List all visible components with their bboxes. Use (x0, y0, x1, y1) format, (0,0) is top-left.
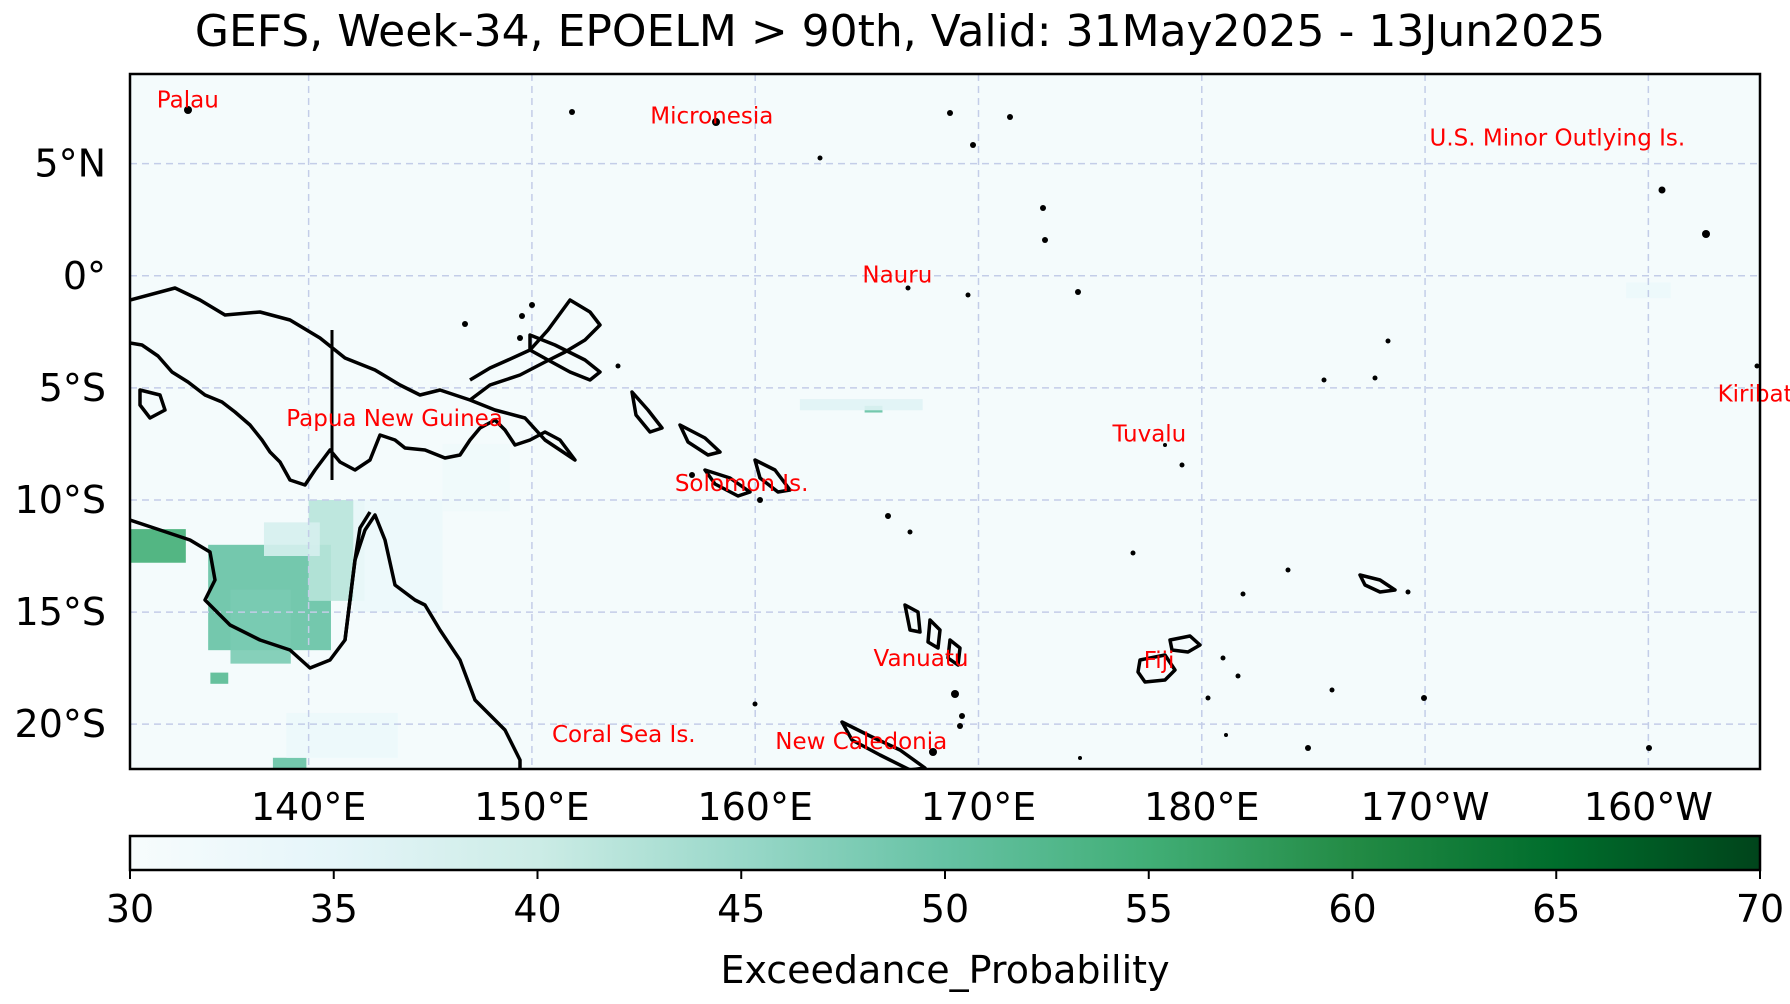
fiji-viti-levu-coastline (1136, 653, 1177, 684)
lat-tick-label: 20°S (15, 702, 106, 746)
lon-tick-label: 170°E (921, 785, 1037, 829)
place-label: Papua New Guinea (286, 406, 503, 432)
place-label: Micronesia (650, 103, 773, 129)
colorbar-tick-label: 55 (1125, 887, 1173, 931)
probability-patch (353, 499, 443, 613)
lat-tick-label: 5°N (34, 142, 106, 186)
vanuatu-coastline-3 (946, 638, 962, 667)
place-label: Fiji (1144, 648, 1175, 674)
place-label: Vanuatu (874, 646, 969, 672)
coast-islands-west (138, 388, 167, 420)
new-guinea-coastline (130, 286, 577, 487)
lon-tick-label: 140°E (251, 785, 367, 829)
map-title: GEFS, Week-34, EPOELM > 90th, Valid: 31M… (195, 6, 1605, 57)
new-britain-coastline (528, 333, 602, 382)
probability-patch (286, 712, 398, 758)
probability-patch (230, 589, 291, 664)
place-label: Nauru (862, 263, 932, 289)
new-caledonia-coastline (840, 720, 927, 769)
ocean-background (130, 74, 1760, 769)
lon-tick-label: 180°E (1144, 785, 1260, 829)
colorbar-tick-label: 40 (513, 887, 561, 931)
probability-patch (799, 399, 923, 411)
lat-tick-label: 10°S (15, 478, 106, 522)
colorbar-ticks: 30 35 40 45 50 55 60 65 70 (106, 870, 1784, 931)
place-label: Palau (157, 88, 219, 114)
place-label: Solomon Is. (675, 471, 809, 497)
colorbar-tick-label: 65 (1532, 887, 1580, 931)
colorbar-tick-label: 60 (1328, 887, 1376, 931)
place-label: U.S. Minor Outlying Is. (1430, 126, 1686, 152)
probability-patch (263, 522, 320, 557)
colorbar-tick-label: 30 (106, 887, 154, 931)
samoa-coastline (1358, 573, 1397, 594)
solomon-coastline-3 (753, 458, 792, 494)
colorbar-label: Exceedance_Probability (720, 948, 1169, 992)
map-frame (128, 72, 1762, 771)
colorbar-tick-label: 50 (921, 887, 969, 931)
place-label: Coral Sea Is. (552, 722, 696, 748)
lon-tick-label: 160°E (697, 785, 813, 829)
lon-tick-label: 160°W (1584, 785, 1713, 829)
gridlines (130, 74, 1760, 769)
small-islands (184, 106, 1760, 760)
probability-patch (210, 672, 229, 684)
new-guinea-peninsula (468, 298, 602, 402)
solomon-coastline-1 (678, 423, 722, 457)
place-labels: Palau Micronesia U.S. Minor Outlying Is. Na… (157, 88, 1790, 755)
probability-patch (272, 757, 307, 769)
colorbar-tick-label: 70 (1736, 887, 1784, 931)
coastlines (130, 286, 1397, 769)
place-label: Kiribati (1718, 381, 1790, 407)
bougainville-coastline (630, 390, 664, 434)
place-label: New Caledonia (775, 729, 947, 755)
latitude-axis: 5°N 0° 5°S 10°S 15°S 20°S (15, 142, 106, 746)
colorbar-gradient (128, 834, 1762, 872)
colorbar-tick-label: 45 (717, 887, 765, 931)
fiji-vanua-levu-coastline (1168, 634, 1202, 654)
vanuatu-coastline-2 (926, 618, 942, 650)
solomon-coastline-2 (703, 468, 752, 498)
lat-tick-label: 0° (63, 254, 106, 298)
place-label: Tuvalu (1111, 422, 1186, 448)
lon-tick-label: 150°E (474, 785, 590, 829)
longitude-axis: 140°E 150°E 160°E 170°E 180°E 170°W 160°W (251, 785, 1713, 829)
probability-patch (442, 443, 510, 512)
lon-tick-label: 170°W (1361, 785, 1490, 829)
colorbar: 30 35 40 45 50 55 60 65 70 Exceedance_Probabilit… (106, 834, 1784, 992)
colorbar-tick-label: 35 (310, 887, 358, 931)
map-area: Palau Micronesia U.S. Minor Outlying Is. Na… (15, 72, 1790, 829)
lat-tick-label: 5°S (39, 366, 106, 410)
vanuatu-coastline-1 (903, 603, 922, 634)
lat-tick-label: 15°S (15, 590, 106, 634)
cape-york-west-coast (343, 511, 372, 641)
